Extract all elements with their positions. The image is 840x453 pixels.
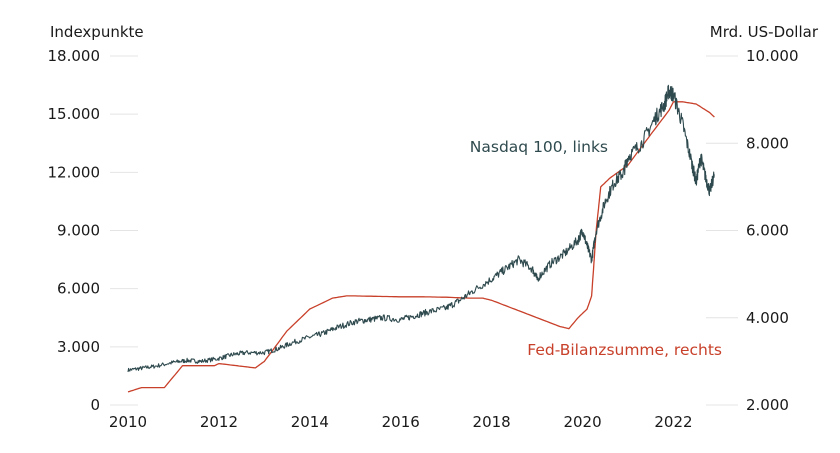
right-axis-label: Mrd. US-Dollar (710, 23, 819, 41)
right-tick-label: 6.000 (746, 222, 789, 240)
x-tick-label: 2014 (291, 413, 329, 431)
left-axis-label: Indexpunkte (50, 23, 144, 41)
left-tick-label: 3.000 (57, 338, 100, 356)
x-tick-label: 2018 (473, 413, 511, 431)
left-tick-label: 6.000 (57, 280, 100, 298)
series-label-fed-balance: Fed-Bilanzsumme, rechts (527, 341, 722, 359)
right-tick-label: 10.000 (746, 47, 799, 65)
x-tick-label: 2022 (654, 413, 692, 431)
right-tick-label: 8.000 (746, 134, 789, 152)
x-tick-label: 2020 (563, 413, 601, 431)
left-tick-label: 0 (90, 396, 100, 414)
left-tick-label: 15.000 (48, 105, 101, 123)
left-tick-label: 12.000 (48, 163, 101, 181)
x-tick-label: 2012 (200, 413, 238, 431)
x-tick-label: 2010 (109, 413, 147, 431)
gridlines (110, 55, 738, 406)
right-tick-label: 4.000 (746, 309, 789, 327)
right-axis-ticks: 2.000 4.000 6.000 8.000 10.000 (746, 47, 799, 414)
series-line-fed-balance (127, 101, 715, 393)
x-tick-label: 2016 (382, 413, 420, 431)
x-axis-ticks: 2010 2012 2014 2016 2018 2020 2022 (109, 413, 693, 431)
left-tick-label: 9.000 (57, 222, 100, 240)
left-axis-ticks: 0 3.000 6.000 9.000 12.000 15.000 18.000 (48, 47, 101, 414)
right-tick-label: 2.000 (746, 396, 789, 414)
series-label-nasdaq: Nasdaq 100, links (470, 138, 608, 156)
left-tick-label: 18.000 (48, 47, 101, 65)
series-line-nasdaq (127, 84, 715, 373)
